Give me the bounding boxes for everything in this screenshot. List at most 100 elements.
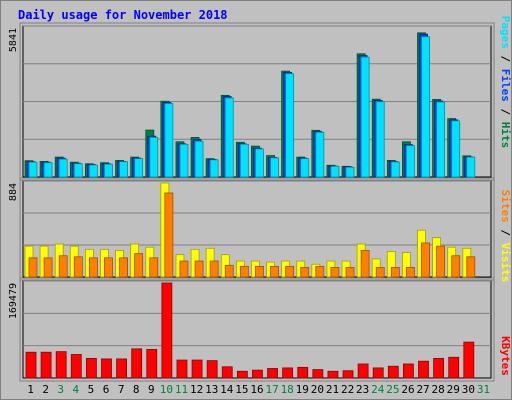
bar-sites-day-19 [300, 267, 310, 278]
bar-kbytes-day-20 [312, 369, 324, 379]
bar-kbytes-day-10 [161, 282, 173, 379]
x-tick-day-4: 4 [73, 383, 80, 396]
bar-sites-day-2 [43, 257, 53, 278]
kbytes-panel-frame [19, 277, 495, 382]
x-tick-day-22: 22 [341, 383, 354, 396]
legend-pages-files-hits: Pages / Files / Hits [499, 16, 512, 149]
x-tick-day-24: 24 [371, 383, 385, 396]
bar-pages-day-27 [421, 36, 430, 178]
x-tick-day-28: 28 [432, 383, 445, 396]
x-tick-day-27: 27 [416, 383, 429, 396]
x-tick-day-31: 31 [477, 383, 490, 396]
bar-pages-day-6 [104, 163, 113, 178]
bar-pages-day-26 [406, 145, 415, 178]
kbytes-bars [25, 282, 475, 379]
bar-sites-day-17 [270, 265, 279, 278]
bar-pages-day-24 [375, 101, 385, 178]
legend-sites-visits: Sites / Visits [499, 190, 512, 283]
bar-kbytes-day-3 [55, 351, 67, 379]
bar-sites-day-11 [179, 260, 189, 278]
bar-pages-day-9 [149, 137, 159, 178]
bar-sites-day-21 [330, 267, 340, 278]
bar-sites-day-23 [360, 250, 370, 278]
bar-pages-day-25 [390, 161, 400, 178]
bar-sites-day-28 [436, 245, 446, 278]
bar-sites-day-3 [58, 255, 68, 278]
bar-sites-day-1 [28, 257, 38, 278]
x-tick-day-11: 11 [175, 383, 188, 396]
bar-kbytes-day-14 [221, 366, 233, 379]
x-tick-day-6: 6 [103, 383, 110, 396]
x-tick-day-30: 30 [462, 383, 475, 396]
bar-pages-day-21 [330, 165, 340, 178]
bar-sites-day-10 [164, 192, 174, 278]
bar-sites-day-30 [466, 256, 476, 278]
bar-pages-day-12 [194, 140, 204, 178]
x-tick-day-16: 16 [250, 383, 263, 396]
bar-pages-day-4 [73, 163, 83, 178]
bar-pages-day-2 [43, 162, 53, 178]
bar-pages-day-15 [239, 143, 249, 178]
bar-kbytes-day-26 [403, 363, 414, 379]
bar-sites-day-5 [88, 257, 98, 278]
bar-pages-day-20 [315, 131, 325, 178]
x-tick-day-19: 19 [296, 383, 309, 396]
bar-pages-day-7 [119, 161, 128, 178]
bar-sites-day-18 [285, 265, 295, 278]
bar-kbytes-day-19 [297, 366, 309, 379]
bar-kbytes-day-8 [131, 348, 143, 379]
bar-pages-day-16 [255, 148, 264, 178]
bar-kbytes-day-9 [146, 349, 158, 379]
bar-kbytes-day-6 [101, 358, 112, 379]
visits-sites-y-max-label: 884 [8, 183, 19, 201]
bar-kbytes-day-23 [357, 363, 369, 379]
bar-sites-day-15 [239, 265, 249, 278]
bar-sites-day-14 [224, 264, 234, 278]
bar-pages-day-1 [28, 161, 38, 178]
kbytes-y-max-label: 169479 [8, 283, 19, 319]
x-tick-day-17: 17 [265, 383, 278, 396]
bar-sites-day-20 [315, 265, 325, 278]
bar-kbytes-day-22 [342, 370, 354, 379]
x-tick-day-13: 13 [205, 383, 218, 396]
x-tick-day-5: 5 [88, 383, 95, 396]
bar-kbytes-day-16 [252, 369, 263, 379]
hits-files-pages-y-max-label: 5841 [8, 28, 19, 52]
x-tick-day-18: 18 [281, 383, 294, 396]
bar-pages-day-23 [360, 56, 370, 178]
x-tick-day-12: 12 [190, 383, 203, 396]
x-tick-day-14: 14 [220, 383, 234, 396]
bar-kbytes-day-1 [25, 351, 37, 379]
bar-sites-day-22 [345, 267, 355, 278]
x-tick-day-15: 15 [235, 383, 248, 396]
bar-sites-day-6 [104, 257, 113, 278]
x-tick-day-29: 29 [447, 383, 460, 396]
bar-kbytes-day-11 [176, 359, 188, 379]
bar-kbytes-day-28 [433, 357, 445, 379]
bar-sites-day-29 [451, 255, 461, 278]
x-tick-day-26: 26 [401, 383, 414, 396]
x-tick-day-2: 2 [42, 383, 49, 396]
bar-kbytes-day-12 [191, 359, 203, 379]
visits-sites-panel-frame [19, 177, 495, 281]
bar-pages-day-11 [179, 143, 189, 178]
bar-sites-day-26 [406, 267, 415, 278]
bar-kbytes-day-25 [387, 365, 399, 379]
bar-kbytes-day-17 [267, 368, 278, 379]
bar-kbytes-day-24 [372, 367, 384, 379]
bar-pages-day-19 [300, 158, 310, 178]
kbytes-plot-area [22, 280, 492, 379]
visits-sites-bars [24, 182, 476, 278]
bar-pages-day-18 [285, 73, 295, 178]
bar-kbytes-day-2 [40, 351, 52, 379]
bar-kbytes-day-7 [116, 358, 127, 379]
bar-pages-day-28 [436, 101, 446, 178]
bar-kbytes-day-21 [327, 370, 339, 379]
bar-pages-day-22 [345, 166, 355, 178]
bar-sites-day-25 [390, 267, 400, 278]
bar-kbytes-day-15 [236, 370, 248, 379]
x-tick-day-9: 9 [148, 383, 155, 396]
bar-pages-day-8 [134, 158, 144, 178]
